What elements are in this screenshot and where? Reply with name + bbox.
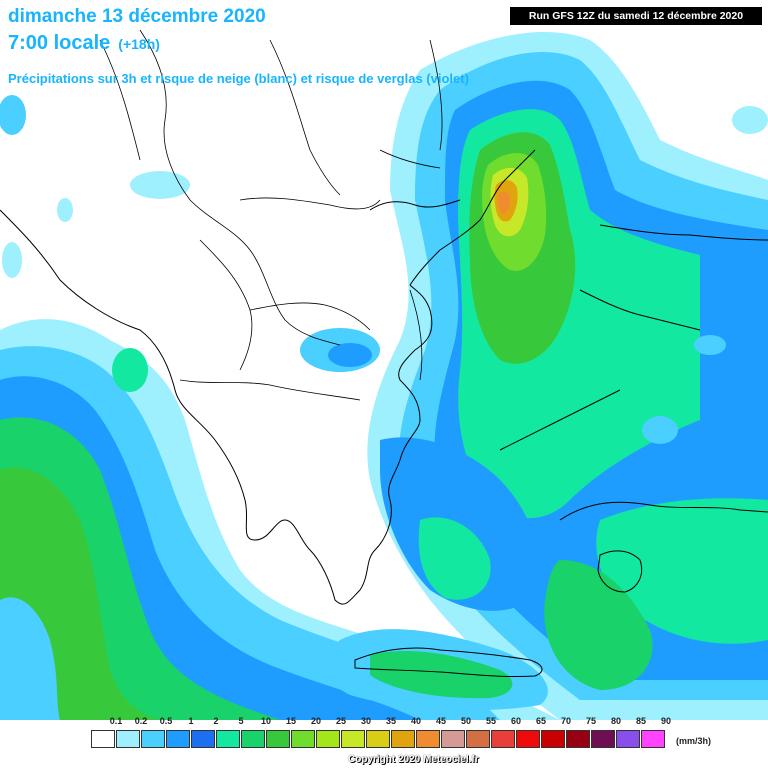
legend-tick-label: 5 bbox=[238, 716, 244, 726]
legend-unit: (mm/3h) bbox=[676, 736, 712, 746]
small-precip-spots bbox=[0, 95, 768, 444]
legend-swatch bbox=[366, 730, 390, 748]
legend-tick-label: 50 bbox=[460, 716, 471, 726]
legend-swatch bbox=[491, 730, 515, 748]
legend-tick-label: 20 bbox=[310, 716, 321, 726]
legend-tick-label: 2 bbox=[213, 716, 219, 726]
legend-tick-label: 70 bbox=[560, 716, 571, 726]
legend-swatch bbox=[216, 730, 240, 748]
map-subtitle: Précipitations sur 3h et risque de neige… bbox=[8, 71, 469, 86]
forecast-lead: (+18h) bbox=[118, 36, 160, 52]
legend-tick-label: 65 bbox=[535, 716, 546, 726]
legend-swatch bbox=[466, 730, 490, 748]
legend-swatch bbox=[241, 730, 265, 748]
legend-swatch bbox=[316, 730, 340, 748]
legend-swatch bbox=[91, 730, 115, 748]
country-borders bbox=[99, 29, 443, 401]
legend-swatch bbox=[416, 730, 440, 748]
legend-tick-label: 1 bbox=[188, 716, 194, 726]
legend-swatches bbox=[91, 730, 666, 748]
legend-swatch bbox=[166, 730, 190, 748]
legend-swatch bbox=[341, 730, 365, 748]
legend-tick-label: 40 bbox=[410, 716, 421, 726]
legend-tick-label: 75 bbox=[585, 716, 596, 726]
legend-tick-label: 0.2 bbox=[134, 716, 148, 726]
legend-tick-label: 0.1 bbox=[109, 716, 123, 726]
legend-swatch bbox=[266, 730, 290, 748]
legend-tick-label: 15 bbox=[285, 716, 296, 726]
legend-swatch bbox=[291, 730, 315, 748]
legend-swatch bbox=[566, 730, 590, 748]
western-precip-field bbox=[0, 319, 560, 720]
coastlines bbox=[0, 149, 768, 678]
aegean-precip-field bbox=[326, 437, 548, 711]
legend-tick-label: 90 bbox=[660, 716, 671, 726]
forecast-time: 7:00 locale (+18h) bbox=[8, 32, 160, 55]
legend-swatch bbox=[541, 730, 565, 748]
forecast-date: dimanche 13 décembre 2020 bbox=[8, 6, 266, 27]
legend-tick-label: 55 bbox=[485, 716, 496, 726]
legend-swatch bbox=[116, 730, 140, 748]
legend-tick-label: 60 bbox=[510, 716, 521, 726]
copyright: Copyright 2020 Meteociel.fr bbox=[348, 754, 479, 765]
legend-tick-label: 35 bbox=[385, 716, 396, 726]
forecast-time-value: 7:00 locale bbox=[8, 32, 111, 54]
legend-tick-label: 0.5 bbox=[159, 716, 173, 726]
legend-tick-label: 85 bbox=[635, 716, 646, 726]
legend-swatch bbox=[191, 730, 215, 748]
legend-tick-label: 45 bbox=[435, 716, 446, 726]
legend-swatch bbox=[141, 730, 165, 748]
legend-swatch bbox=[641, 730, 665, 748]
legend-swatch bbox=[616, 730, 640, 748]
legend-swatch bbox=[441, 730, 465, 748]
legend-tick-label: 30 bbox=[360, 716, 371, 726]
legend-tick-label: 80 bbox=[610, 716, 621, 726]
run-info: Run GFS 12Z du samedi 12 décembre 2020 bbox=[510, 7, 762, 25]
legend-swatch bbox=[591, 730, 615, 748]
legend-tick-label: 25 bbox=[335, 716, 346, 726]
legend-tick-label: 10 bbox=[260, 716, 271, 726]
legend-swatch bbox=[516, 730, 540, 748]
legend-swatch bbox=[391, 730, 415, 748]
